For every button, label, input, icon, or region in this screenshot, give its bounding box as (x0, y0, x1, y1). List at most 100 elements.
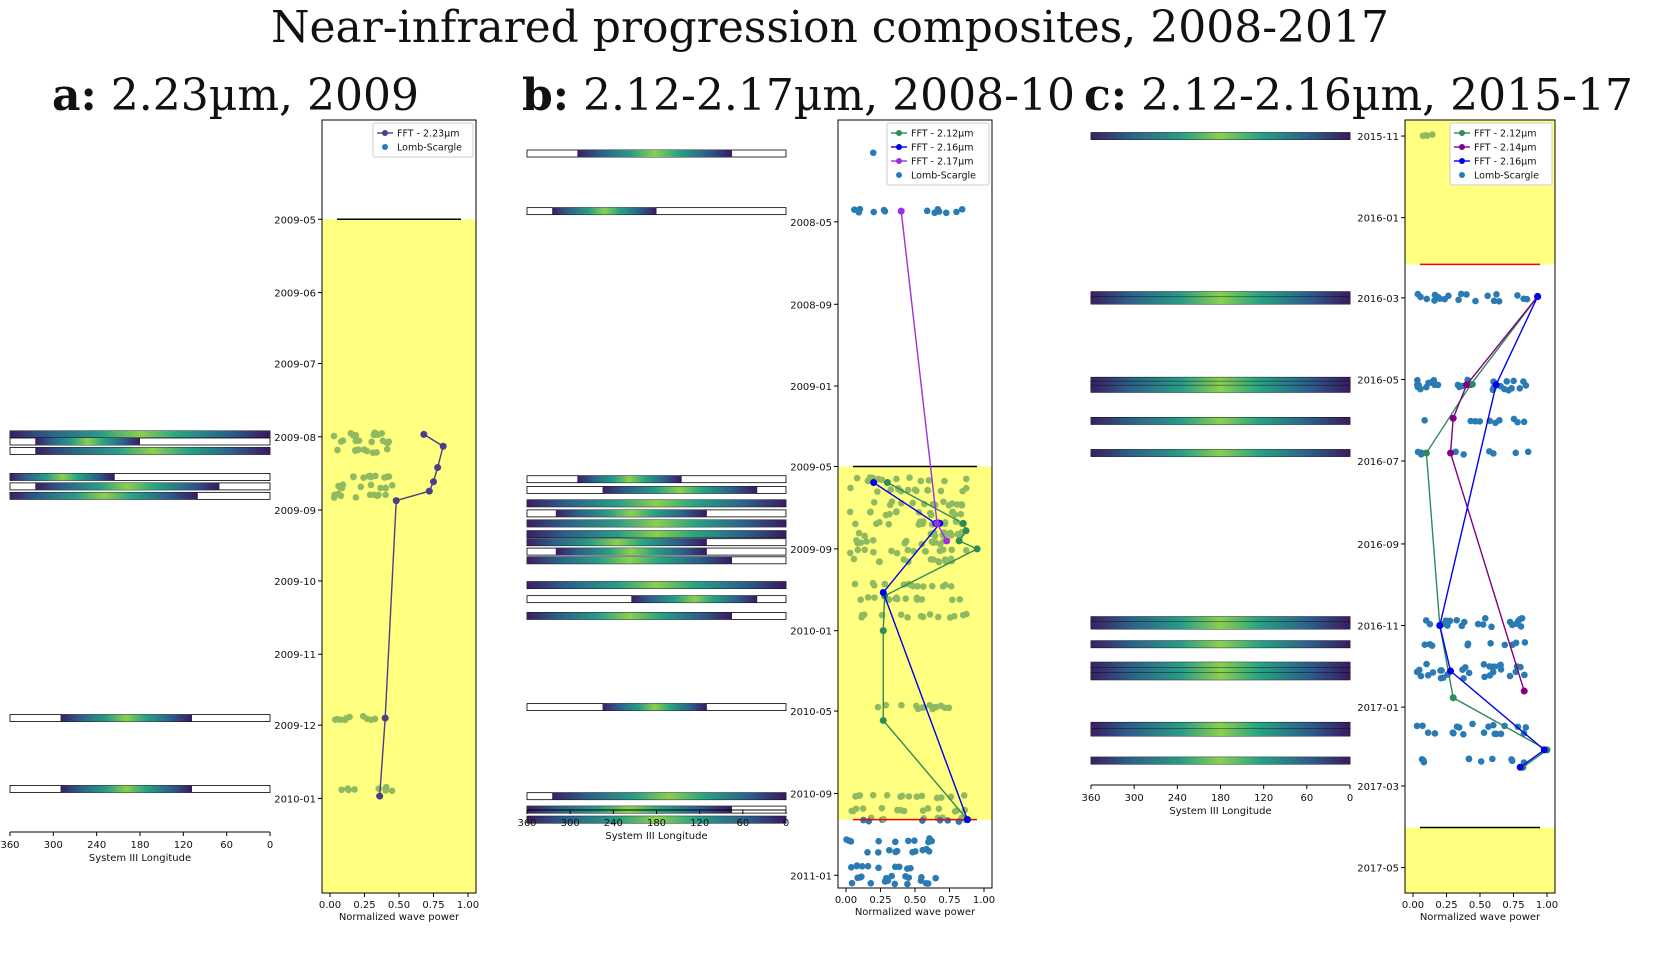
date-tick-label: 2016-09 (1357, 540, 1399, 551)
lomb-scargle-point (1481, 673, 1488, 681)
longitude-tick-label: 0 (267, 840, 273, 851)
longitude-tick-label: 60 (736, 818, 749, 829)
lomb-scargle-point (1456, 383, 1463, 391)
longitude-tick-label: 120 (1254, 793, 1273, 804)
lomb-scargle-point (1508, 385, 1515, 392)
longitude-strips (9, 430, 271, 793)
lomb-scargle-point (886, 501, 894, 509)
fft-series-point (1540, 746, 1548, 754)
fft-series-point (376, 792, 384, 800)
lomb-scargle-point (1486, 672, 1494, 679)
power-tick-label: 0.00 (835, 895, 857, 906)
strip-data (1091, 449, 1350, 457)
longitude-strip (526, 519, 787, 528)
lomb-scargle-point (959, 487, 966, 495)
lomb-scargle-point (949, 596, 956, 604)
lomb-scargle-point (1493, 730, 1500, 738)
lomb-scargle-point (1419, 722, 1426, 730)
lomb-scargle-point (848, 879, 856, 887)
lomb-scargle-point (884, 877, 892, 884)
legend-marker (1459, 130, 1465, 136)
strip-data (10, 473, 115, 481)
lomb-scargle-point (874, 488, 881, 495)
fft-series-point (434, 463, 442, 471)
lomb-scargle-point (365, 473, 372, 480)
lomb-scargle-point (885, 846, 893, 854)
legend-marker (1459, 144, 1465, 150)
fft-series-point (425, 487, 433, 495)
lomb-scargle-point (854, 874, 861, 882)
lomb-scargle-point (337, 716, 344, 724)
date-tick-label: 2010-01 (790, 627, 832, 638)
lomb-scargle-point (1453, 723, 1461, 731)
lomb-scargle-point (1481, 615, 1489, 622)
lomb-scargle-point (918, 792, 926, 800)
lomb-scargle-point (904, 486, 912, 494)
lomb-scargle-point (1495, 297, 1503, 305)
strip-data (1091, 132, 1350, 140)
lomb-scargle-point (854, 539, 861, 547)
lomb-scargle-point (1522, 382, 1530, 389)
lomb-scargle-point (855, 529, 863, 537)
lomb-scargle-point (948, 500, 956, 507)
fft-series-point (1463, 381, 1471, 389)
lomb-scargle-point (1472, 297, 1479, 305)
lomb-scargle-point (893, 549, 901, 557)
power-tick-label: 1.00 (1536, 900, 1558, 911)
lomb-scargle-point (891, 880, 899, 888)
fft-series-point (879, 716, 887, 724)
lomb-scargle-point (1422, 383, 1430, 391)
lomb-scargle-point (1512, 449, 1520, 457)
longitude-strip (1090, 721, 1351, 730)
longitude-strip (1090, 640, 1351, 649)
lomb-scargle-point (352, 494, 360, 501)
lomb-scargle-point (869, 791, 877, 799)
lomb-scargle-point (869, 149, 877, 157)
panel-b-title: b: 2.12-2.17µm, 2008-10 (522, 70, 1075, 121)
lomb-scargle-point (893, 508, 900, 515)
lomb-scargle-point (956, 596, 964, 603)
lomb-scargle-point (948, 546, 956, 554)
fft-series-point (381, 714, 389, 722)
longitude-strip (526, 530, 787, 539)
date-tick-label: 2009-10 (274, 577, 316, 588)
longitude-strip (1090, 132, 1351, 140)
lomb-scargle-point (1474, 620, 1482, 628)
panel-c: 2015-11 2016-01 2016-03 2016-05 2016-07 2016-… (1081, 119, 1558, 923)
lomb-scargle-point (913, 487, 920, 495)
lomb-scargle-point (1489, 755, 1496, 763)
lomb-scargle-point (847, 863, 855, 871)
lomb-scargle-point (900, 807, 908, 815)
date-tick-label: 2016-01 (1357, 214, 1399, 225)
legend-marker (382, 144, 388, 150)
lomb-scargle-point (925, 477, 933, 484)
longitude-axis: 360 300 240 180 120 60 0 System III Longitude (517, 809, 789, 842)
lomb-scargle-point (935, 805, 943, 813)
fft-series-point (1447, 667, 1455, 675)
lomb-scargle-point (360, 446, 368, 453)
longitude-strip (526, 207, 787, 216)
lomb-scargle-point (854, 546, 862, 554)
lomb-scargle-point (385, 438, 393, 446)
strip-data (527, 538, 707, 546)
lomb-scargle-point (865, 817, 873, 825)
lomb-scargle-point (1484, 292, 1491, 300)
lomb-scargle-point (1460, 451, 1467, 458)
legend-marker (382, 130, 388, 136)
lomb-scargle-point (888, 547, 895, 555)
lomb-scargle-point (383, 445, 391, 453)
date-axis: 2015-11 2016-01 2016-03 2016-05 2016-07 2016-… (1357, 132, 1405, 875)
lomb-scargle-point (963, 610, 970, 618)
longitude-axis-label: System III Longitude (89, 853, 191, 864)
lomb-scargle-point (882, 511, 890, 519)
lomb-scargle-point (947, 529, 954, 537)
longitude-strip (526, 792, 787, 801)
fft-series-1 (1422, 293, 1551, 771)
date-tick-label: 2009-09 (790, 545, 832, 556)
lomb-scargle-point (895, 863, 903, 871)
lomb-scargle-point (1453, 616, 1461, 624)
fft-series-point (420, 430, 428, 438)
lomb-scargle-point (1521, 671, 1528, 679)
fft-series-point (955, 537, 963, 545)
